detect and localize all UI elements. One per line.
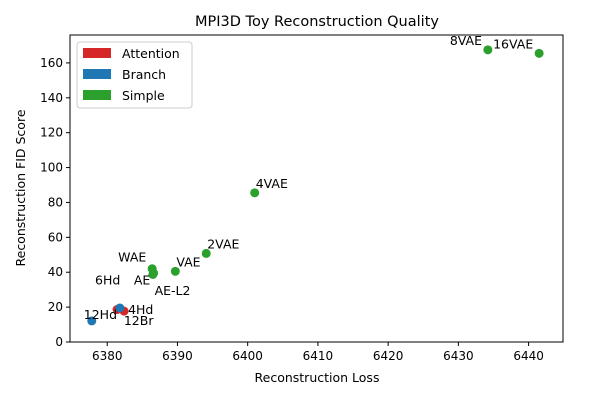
- legend: Attention Branch Simple: [76, 41, 193, 109]
- data-label-2vae: 2VAE: [207, 236, 239, 251]
- y-tick-label: 20: [48, 300, 63, 314]
- x-tick-label: 6440: [513, 349, 544, 363]
- data-point-4vae: [250, 188, 260, 198]
- data-point-12br: [115, 303, 125, 313]
- y-tick-label: 160: [40, 56, 63, 70]
- chart-title: MPI3D Toy Reconstruction Quality: [195, 14, 439, 30]
- data-label-8vae: 8VAE: [450, 33, 482, 48]
- data-point-8vae: [483, 45, 493, 55]
- data-point-12hd: [87, 316, 97, 326]
- data-label-vae: VAE: [176, 254, 200, 269]
- x-tick-label: 6390: [162, 349, 193, 363]
- legend-swatch-attention: [83, 48, 111, 58]
- data-labels: 6Hd 4Hd 12Hd 12Br WAE AE AE-L2 VAE 2VAE 4VAE 8VAE 1…: [84, 33, 534, 328]
- y-tick-label: 40: [48, 265, 63, 279]
- data-label-ae-l2: AE-L2: [155, 283, 191, 298]
- data-label-12hd: 12Hd: [84, 307, 117, 322]
- data-label-4hd: 4Hd: [128, 302, 153, 317]
- x-tick-label: 6400: [232, 349, 263, 363]
- data-point-ae-l2: [149, 268, 159, 278]
- y-axis: 0 20 40 60 80 100 120 140 160: [40, 56, 70, 349]
- y-tick-label: 120: [40, 126, 63, 140]
- x-tick-label: 6380: [92, 349, 123, 363]
- legend-swatch-simple: [83, 90, 111, 100]
- x-axis-label: Reconstruction Loss: [255, 370, 380, 385]
- data-point-2vae: [201, 248, 211, 258]
- y-tick-label: 60: [48, 230, 63, 244]
- legend-label-branch: Branch: [122, 67, 166, 82]
- x-tick-label: 6410: [303, 349, 334, 363]
- x-tick-label: 6420: [373, 349, 404, 363]
- data-point-vae: [170, 266, 180, 276]
- y-axis-label: Reconstruction FID Score: [13, 109, 28, 266]
- y-tick-label: 80: [48, 195, 63, 209]
- x-axis: 6380 6390 6400 6410 6420 6430 6440: [92, 342, 544, 363]
- legend-label-simple: Simple: [122, 88, 165, 103]
- legend-swatch-branch: [83, 69, 111, 79]
- data-label-ae: AE: [134, 272, 151, 287]
- y-tick-label: 140: [40, 91, 63, 105]
- data-points: [87, 45, 544, 326]
- data-point-16vae: [534, 48, 544, 58]
- y-tick-label: 0: [55, 335, 63, 349]
- legend-label-attention: Attention: [122, 46, 180, 61]
- y-tick-label: 100: [40, 161, 63, 175]
- data-label-12br: 12Br: [124, 313, 154, 328]
- data-label-6hd: 6Hd: [95, 273, 120, 288]
- data-label-wae: WAE: [118, 250, 146, 265]
- x-tick-label: 6430: [443, 349, 474, 363]
- data-label-16vae: 16VAE: [493, 36, 533, 51]
- data-label-4vae: 4VAE: [256, 176, 288, 191]
